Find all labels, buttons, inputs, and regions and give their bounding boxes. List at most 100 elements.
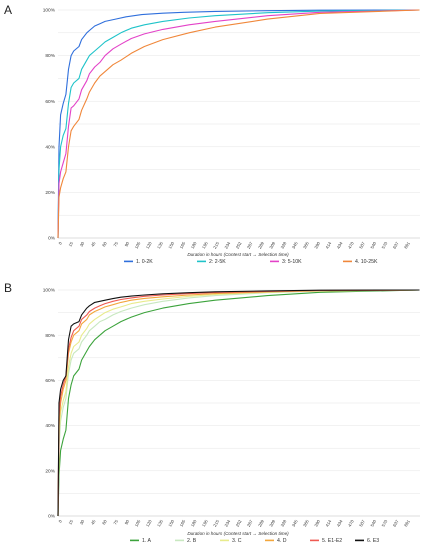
x-tick-label: 30 — [79, 240, 86, 247]
y-tick-label: 40% — [45, 423, 55, 429]
y-tick-label: 80% — [45, 333, 55, 339]
x-tick-label: 120 — [145, 240, 153, 249]
panel-a-label: A — [4, 3, 12, 17]
y-tick-label: 20% — [45, 190, 55, 196]
x-tick-label: 570 — [381, 240, 389, 249]
panel-a-grid — [58, 9, 420, 239]
y-tick-label: 100% — [43, 8, 56, 14]
x-tick-label: 637 — [392, 518, 400, 527]
x-tick-label: 30 — [79, 518, 86, 525]
series-line-3 — [57, 289, 420, 517]
x-tick-label: 90 — [124, 240, 131, 247]
panel-b-y-tick-labels: 0% 20% 40% 60% 80% 100% — [43, 288, 56, 520]
x-tick-label: 289 — [257, 240, 265, 249]
x-tick-label: 150 — [167, 240, 175, 249]
legend-label: 5. E1-E2 — [322, 538, 342, 544]
legend-label: 2: 2-5K — [209, 259, 226, 265]
x-tick-label: 15 — [67, 240, 74, 247]
x-tick-label: 570 — [381, 518, 389, 527]
x-tick-label: 414 — [324, 240, 332, 249]
series-line-6 — [57, 289, 420, 517]
x-tick-label: 390 — [313, 240, 321, 249]
x-tick-label: 345 — [291, 240, 299, 249]
x-tick-label: 60 — [101, 518, 108, 525]
y-tick-label: 0% — [48, 514, 56, 520]
x-tick-label: 328 — [280, 240, 288, 249]
series-line-2 — [57, 9, 420, 239]
x-tick-label: 434 — [336, 240, 344, 249]
x-tick-label: 75 — [112, 240, 119, 247]
series-line-4 — [57, 9, 420, 239]
x-tick-label: 180 — [190, 240, 198, 249]
panel-b-label: B — [4, 281, 12, 295]
series-line-1 — [57, 289, 420, 517]
y-tick-label: 20% — [45, 468, 55, 474]
series-line-4 — [57, 289, 420, 517]
x-tick-label: 540 — [369, 240, 377, 249]
x-tick-label: 637 — [392, 240, 400, 249]
x-tick-label: 165 — [179, 518, 187, 527]
x-tick-label: 345 — [291, 518, 299, 527]
x-tick-label: 45 — [90, 518, 97, 525]
x-tick-label: 267 — [246, 240, 254, 249]
x-tick-label: 470 — [347, 518, 355, 527]
panel-b-grid — [58, 289, 420, 517]
x-tick-label: 309 — [268, 240, 276, 249]
x-tick-label: 150 — [167, 518, 175, 527]
y-tick-label: 60% — [45, 378, 55, 384]
x-tick-label: 390 — [313, 518, 321, 527]
panel-b-series-lines — [57, 289, 420, 517]
y-tick-label: 100% — [43, 288, 56, 294]
x-tick-label: 215 — [212, 240, 220, 249]
y-tick-label: 0% — [48, 236, 56, 242]
x-tick-label: 234 — [223, 518, 231, 527]
legend-label: 1. 0-2K — [136, 259, 153, 265]
x-tick-label: 507 — [358, 518, 366, 527]
x-tick-label: 75 — [112, 518, 119, 525]
legend-label: 6. E3 — [367, 538, 379, 544]
panel-a: A 0% 20% 40% 60% 80% 100% 0 15 30 45 60 75 90 105 120… — [4, 3, 420, 265]
x-tick-label: 328 — [280, 518, 288, 527]
x-tick-label: 135 — [156, 518, 164, 527]
legend-label: 4. D — [277, 538, 287, 544]
legend-label: 4. 10-25K — [355, 259, 378, 265]
x-tick-label: 252 — [235, 518, 243, 527]
x-tick-label: 15 — [67, 518, 74, 525]
x-tick-label: 691 — [403, 518, 411, 527]
series-line-2 — [57, 289, 420, 517]
x-tick-label: 60 — [101, 240, 108, 247]
panel-a-series-lines — [57, 9, 420, 239]
legend-label: 1. A — [142, 538, 151, 544]
panel-b-x-axis-label: Duration in hours (Contest start → Selec… — [187, 531, 289, 536]
legend-label: 3. C — [232, 538, 242, 544]
legend-label: 2. B — [187, 538, 197, 544]
x-tick-label: 105 — [134, 240, 142, 249]
y-tick-label: 80% — [45, 53, 55, 59]
panel-b: B 0% 20% 40% 60% 80% 100% 0 15 30 45 60 75 90 105 120… — [4, 281, 420, 544]
x-tick-label: 195 — [201, 240, 209, 249]
y-tick-label: 40% — [45, 144, 55, 150]
x-tick-label: 507 — [358, 240, 366, 249]
x-tick-label: 45 — [90, 240, 97, 247]
x-tick-label: 0 — [57, 240, 63, 245]
series-line-1 — [57, 9, 420, 239]
x-tick-label: 267 — [246, 518, 254, 527]
x-tick-label: 540 — [369, 518, 377, 527]
panel-b-legend: 1. A 2. B 3. C 4. D 5. E1-E2 6. E3 — [130, 538, 379, 544]
y-tick-label: 60% — [45, 99, 55, 105]
x-tick-label: 289 — [257, 518, 265, 527]
panel-a-x-axis-label: Duration in hours (Contest start → Selec… — [187, 252, 289, 257]
x-tick-label: 309 — [268, 518, 276, 527]
x-tick-label: 234 — [223, 240, 231, 249]
x-tick-label: 180 — [190, 518, 198, 527]
panel-a-x-tick-labels: 0 15 30 45 60 75 90 105 120 135 150 165 180 195 215 234… — [57, 240, 411, 249]
panel-b-x-tick-labels: 0 15 30 45 60 75 90 105 120 135 150 165 180 195 215 234… — [57, 518, 411, 527]
x-tick-label: 165 — [179, 240, 187, 249]
x-tick-label: 365 — [302, 240, 310, 249]
x-tick-label: 90 — [124, 518, 131, 525]
x-tick-label: 105 — [134, 518, 142, 527]
x-tick-label: 135 — [156, 240, 164, 249]
x-tick-label: 0 — [57, 518, 63, 523]
x-tick-label: 365 — [302, 518, 310, 527]
